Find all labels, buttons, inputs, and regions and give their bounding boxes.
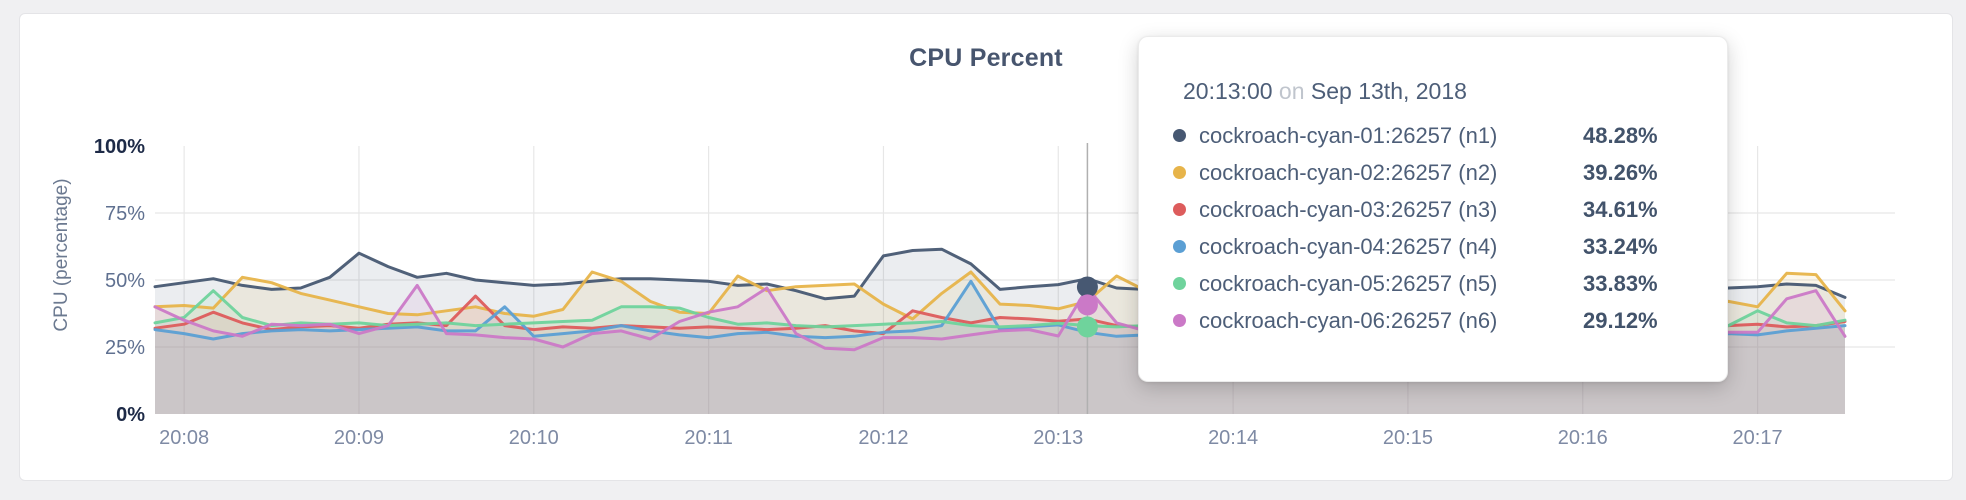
tooltip-series-value: 29.12% — [1583, 307, 1658, 333]
y-axis-tick-label: 0% — [116, 404, 145, 426]
tooltip-series-value: 33.24% — [1583, 233, 1658, 259]
tooltip-series-value: 48.28% — [1583, 122, 1658, 148]
x-axis-tick-label: 20:15 — [1383, 427, 1433, 449]
y-axis-tick-label: 25% — [105, 337, 145, 359]
chart-title: CPU Percent — [909, 44, 1063, 72]
x-axis-tick-label: 20:09 — [334, 427, 384, 449]
x-axis-tick-label: 20:13 — [1033, 427, 1083, 449]
series-color-dot — [1173, 203, 1186, 216]
x-axis-tick-label: 20:12 — [858, 427, 908, 449]
tooltip-series-name: cockroach-cyan-02:26257 (n2) — [1199, 159, 1498, 185]
x-axis-tick-label: 20:17 — [1733, 427, 1783, 449]
x-axis-tick-label: 20:08 — [159, 427, 209, 449]
series-color-dot — [1173, 129, 1186, 142]
tooltip-date: Sep 13th, 2018 — [1310, 78, 1467, 104]
tooltip-row: cockroach-cyan-06:26257 (n6) 29.12% — [1173, 302, 1683, 339]
tooltip-row: cockroach-cyan-05:26257 (n5) 33.83% — [1173, 265, 1683, 302]
tooltip-conjunction: on — [1278, 78, 1305, 104]
tooltip-series-value: 34.61% — [1583, 196, 1658, 222]
hover-dot-n5 — [1076, 316, 1098, 338]
tooltip-rows: cockroach-cyan-01:26257 (n1) 48.28% cockro… — [1173, 117, 1683, 339]
series-color-dot — [1173, 314, 1186, 327]
series-color-dot — [1173, 240, 1186, 253]
tooltip-row: cockroach-cyan-04:26257 (n4) 33.24% — [1173, 228, 1683, 265]
hover-dot-n6 — [1076, 294, 1098, 316]
tooltip-series-value: 39.26% — [1583, 159, 1658, 185]
tooltip-row: cockroach-cyan-03:26257 (n3) 34.61% — [1173, 191, 1683, 228]
x-axis-tick-label: 20:16 — [1558, 427, 1608, 449]
series-area-n3 — [155, 296, 1845, 414]
x-axis-tick-label: 20:10 — [509, 427, 559, 449]
tooltip-header: 20:13:00 on Sep 13th, 2018 — [1173, 79, 1683, 103]
x-axis-tick-label: 20:11 — [684, 427, 733, 449]
tooltip-series-name: cockroach-cyan-04:26257 (n4) — [1199, 233, 1498, 259]
tooltip-series-name: cockroach-cyan-01:26257 (n1) — [1199, 122, 1498, 148]
tooltip-row: cockroach-cyan-01:26257 (n1) 48.28% — [1173, 117, 1683, 154]
tooltip-series-name: cockroach-cyan-06:26257 (n6) — [1199, 307, 1498, 333]
tooltip-series-value: 33.83% — [1583, 270, 1658, 296]
y-axis-tick-label: 50% — [105, 270, 145, 292]
tooltip-series-name: cockroach-cyan-05:26257 (n5) — [1199, 270, 1498, 296]
y-axis-tick-label: 100% — [94, 136, 145, 158]
tooltip-row: cockroach-cyan-02:26257 (n2) 39.26% — [1173, 154, 1683, 191]
tooltip-time: 20:13:00 — [1183, 78, 1273, 104]
series-color-dot — [1173, 166, 1186, 179]
hover-tooltip: 20:13:00 on Sep 13th, 2018 cockroach-cya… — [1138, 36, 1728, 382]
tooltip-series-name: cockroach-cyan-03:26257 (n3) — [1199, 196, 1498, 222]
hover-dot-n1 — [1076, 276, 1098, 298]
x-axis-tick-label: 20:14 — [1208, 427, 1258, 449]
series-color-dot — [1173, 277, 1186, 290]
y-axis-tick-label: 75% — [105, 203, 145, 225]
